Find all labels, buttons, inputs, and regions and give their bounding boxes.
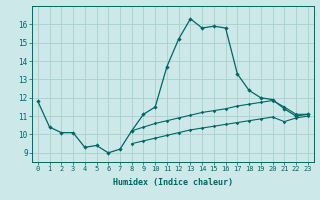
X-axis label: Humidex (Indice chaleur): Humidex (Indice chaleur) [113,178,233,187]
